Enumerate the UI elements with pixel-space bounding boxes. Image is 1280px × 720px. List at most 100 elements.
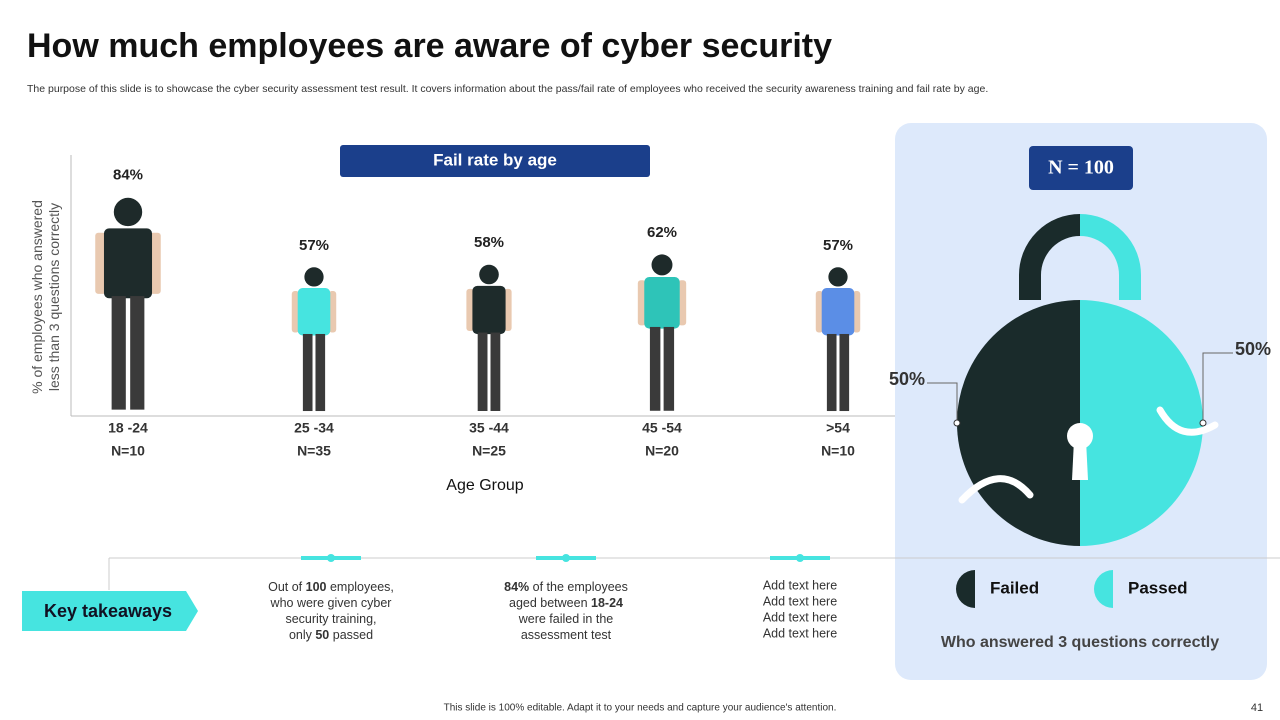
leg <box>839 333 850 412</box>
y-axis-label: % of employees who answeredless than 3 q… <box>29 200 62 394</box>
leg <box>490 332 501 411</box>
takeaway-part: 18-24 <box>591 596 623 610</box>
x-tick-label: 45 -54 <box>642 420 682 436</box>
head <box>304 267 324 287</box>
n-box <box>1029 146 1133 190</box>
takeaway-part: security training, <box>285 612 376 626</box>
takeaway-text: only 50 passed <box>289 628 373 642</box>
pie-subtitle: Who answered 3 questions correctly <box>941 634 1219 651</box>
legend-label: Passed <box>1128 578 1188 597</box>
x-tick-label: 35 -44 <box>469 420 509 436</box>
leg <box>111 296 126 410</box>
takeaway-dot <box>562 554 570 562</box>
head <box>479 264 499 285</box>
person-figure <box>291 267 337 412</box>
x-axis-label: Age Group <box>446 477 523 494</box>
legend-swatch <box>1094 570 1113 608</box>
leg <box>477 332 488 411</box>
person-figure <box>95 197 161 410</box>
keyhole <box>1072 440 1088 480</box>
takeaway-text: Add text here <box>763 578 837 592</box>
head <box>113 197 143 227</box>
head <box>828 267 848 287</box>
value-label: 58% <box>474 234 504 251</box>
pie: 50% Failed 50% Passed Who answered 3 questio… <box>889 300 1271 651</box>
torso <box>821 288 855 336</box>
chart-title-bar <box>340 145 650 177</box>
takeaway-label: Key takeaways <box>44 601 172 621</box>
value-label: 57% <box>823 237 853 254</box>
torso <box>297 288 331 336</box>
keyhole <box>1067 423 1093 449</box>
leader-dot <box>953 419 961 427</box>
takeaway-text: who were given cyber <box>270 596 392 610</box>
arm <box>95 232 107 294</box>
takeaway-part: 50 <box>315 628 329 642</box>
takeaway-part: aged between <box>509 596 591 610</box>
category-note: N=35 <box>297 443 331 459</box>
value-label: 50% <box>889 369 925 389</box>
arm <box>637 280 646 326</box>
takeaway-text: Add text here <box>763 594 837 608</box>
arm <box>328 290 337 333</box>
takeaway-text: Add text here <box>763 626 837 640</box>
takeaway-text: were failed in the <box>518 612 614 626</box>
arm <box>678 280 687 326</box>
value-label: 62% <box>647 224 677 241</box>
category-note: N=10 <box>111 443 145 459</box>
leader-dot <box>1199 419 1207 427</box>
takeaway-dot <box>796 554 804 562</box>
arrow-deco <box>958 475 1034 504</box>
takeaway-text: Add text here <box>763 610 837 624</box>
leader-line <box>927 382 958 423</box>
arm <box>291 290 300 333</box>
takeaway-dot <box>327 554 335 562</box>
pie-slice <box>1080 300 1203 546</box>
x-tick-label: 25 -34 <box>294 420 334 436</box>
takeaway-text: assessment test <box>521 628 612 642</box>
takeaway-part: assessment test <box>521 628 612 642</box>
value-label: 57% <box>299 237 329 254</box>
slide-description: The purpose of this slide is to showcase… <box>27 83 988 95</box>
category-note: N=10 <box>821 443 855 459</box>
chart-title: Fail rate by age <box>433 150 557 169</box>
value-label: 50% <box>1235 339 1271 359</box>
takeaway-part: were failed in the <box>518 612 614 626</box>
takeaway-tag <box>22 591 198 631</box>
takeaway-part: of the employees <box>529 580 628 594</box>
torso <box>103 228 153 299</box>
x-tick-label: >54 <box>826 420 850 436</box>
arm <box>504 288 512 332</box>
takeaway-part: employees, <box>326 580 393 594</box>
arm <box>466 288 474 332</box>
category-note: N=20 <box>645 443 679 459</box>
slide-title: How much employees are aware of cyber se… <box>27 27 832 65</box>
footer: This slide is 100% editable. Adapt it to… <box>444 703 837 714</box>
person-figure <box>637 254 687 411</box>
leg <box>130 296 145 410</box>
legend-swatch <box>956 570 975 608</box>
leg <box>649 326 661 411</box>
torso <box>472 285 506 335</box>
takeaway-part: 84% <box>504 580 529 594</box>
takeaway-part: 100 <box>306 580 327 594</box>
x-tick-label: 18 -24 <box>108 420 148 436</box>
leg <box>663 326 675 411</box>
shackle-left <box>1019 214 1081 300</box>
arm <box>149 232 161 294</box>
value-label: 84% <box>113 167 143 184</box>
leader-line <box>1202 352 1233 423</box>
legend-label: Failed <box>990 578 1039 597</box>
leg <box>826 333 837 412</box>
shackle-right <box>1079 214 1141 300</box>
takeaway-part: only <box>289 628 315 642</box>
takeaway-text: aged between 18-24 <box>509 596 623 610</box>
takeaway-part: passed <box>329 628 373 642</box>
takeaway-text: 84% of the employees <box>504 580 628 594</box>
arrow-deco <box>1156 406 1219 436</box>
page-number: 41 <box>1251 702 1263 714</box>
takeaway-text: Out of 100 employees, <box>268 580 394 594</box>
torso <box>644 276 680 329</box>
